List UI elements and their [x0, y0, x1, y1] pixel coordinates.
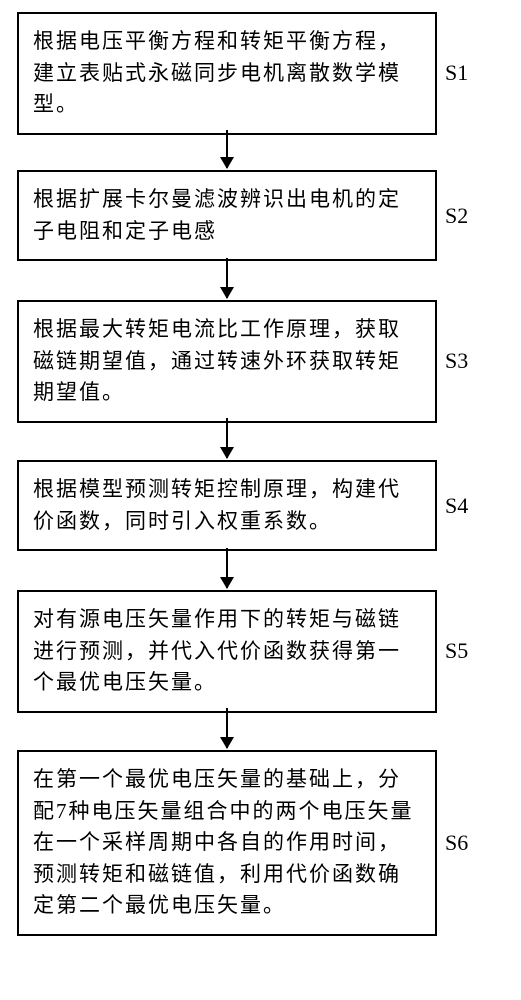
step-label-s4: S4 [445, 493, 468, 519]
step-text-s1: 根据电压平衡方程和转矩平衡方程，建立表贴式永磁同步电机离散数学模型。 [33, 26, 421, 121]
step-s1: 根据电压平衡方程和转矩平衡方程，建立表贴式永磁同步电机离散数学模型。 S1 [17, 12, 468, 135]
step-box-s2: 根据扩展卡尔曼滤波辨识出电机的定子电阻和定子电感 [17, 170, 437, 261]
step-s2: 根据扩展卡尔曼滤波辨识出电机的定子电阻和定子电感 S2 [17, 170, 468, 261]
step-text-s6: 在第一个最优电压矢量的基础上，分配7种电压矢量组合中的两个电压矢量在一个采样周期… [33, 764, 421, 922]
step-s5: 对有源电压矢量作用下的转矩与磁链进行预测，并代入代价函数获得第一个最优电压矢量。… [17, 590, 468, 713]
step-text-s2: 根据扩展卡尔曼滤波辨识出电机的定子电阻和定子电感 [33, 184, 421, 247]
step-label-s5: S5 [445, 638, 468, 664]
flowchart-container: 根据电压平衡方程和转矩平衡方程，建立表贴式永磁同步电机离散数学模型。 S1 根据… [0, 0, 521, 1000]
step-text-s4: 根据模型预测转矩控制原理，构建代价函数，同时引入权重系数。 [33, 474, 421, 537]
step-text-s3: 根据最大转矩电流比工作原理，获取磁链期望值，通过转速外环获取转矩期望值。 [33, 314, 421, 409]
step-label-s3: S3 [445, 348, 468, 374]
arrow-s4-s5 [226, 548, 228, 588]
step-label-s6: S6 [445, 830, 468, 856]
arrow-s3-s4 [226, 418, 228, 458]
step-s6: 在第一个最优电压矢量的基础上，分配7种电压矢量组合中的两个电压矢量在一个采样周期… [17, 750, 468, 936]
step-label-s2: S2 [445, 203, 468, 229]
arrow-s2-s3 [226, 258, 228, 298]
arrow-s5-s6 [226, 708, 228, 748]
step-s3: 根据最大转矩电流比工作原理，获取磁链期望值，通过转速外环获取转矩期望值。 S3 [17, 300, 468, 423]
step-box-s1: 根据电压平衡方程和转矩平衡方程，建立表贴式永磁同步电机离散数学模型。 [17, 12, 437, 135]
step-box-s4: 根据模型预测转矩控制原理，构建代价函数，同时引入权重系数。 [17, 460, 437, 551]
step-box-s5: 对有源电压矢量作用下的转矩与磁链进行预测，并代入代价函数获得第一个最优电压矢量。 [17, 590, 437, 713]
step-box-s6: 在第一个最优电压矢量的基础上，分配7种电压矢量组合中的两个电压矢量在一个采样周期… [17, 750, 437, 936]
step-s4: 根据模型预测转矩控制原理，构建代价函数，同时引入权重系数。 S4 [17, 460, 468, 551]
step-box-s3: 根据最大转矩电流比工作原理，获取磁链期望值，通过转速外环获取转矩期望值。 [17, 300, 437, 423]
step-text-s5: 对有源电压矢量作用下的转矩与磁链进行预测，并代入代价函数获得第一个最优电压矢量。 [33, 604, 421, 699]
step-label-s1: S1 [445, 60, 468, 86]
arrow-s1-s2 [226, 130, 228, 168]
